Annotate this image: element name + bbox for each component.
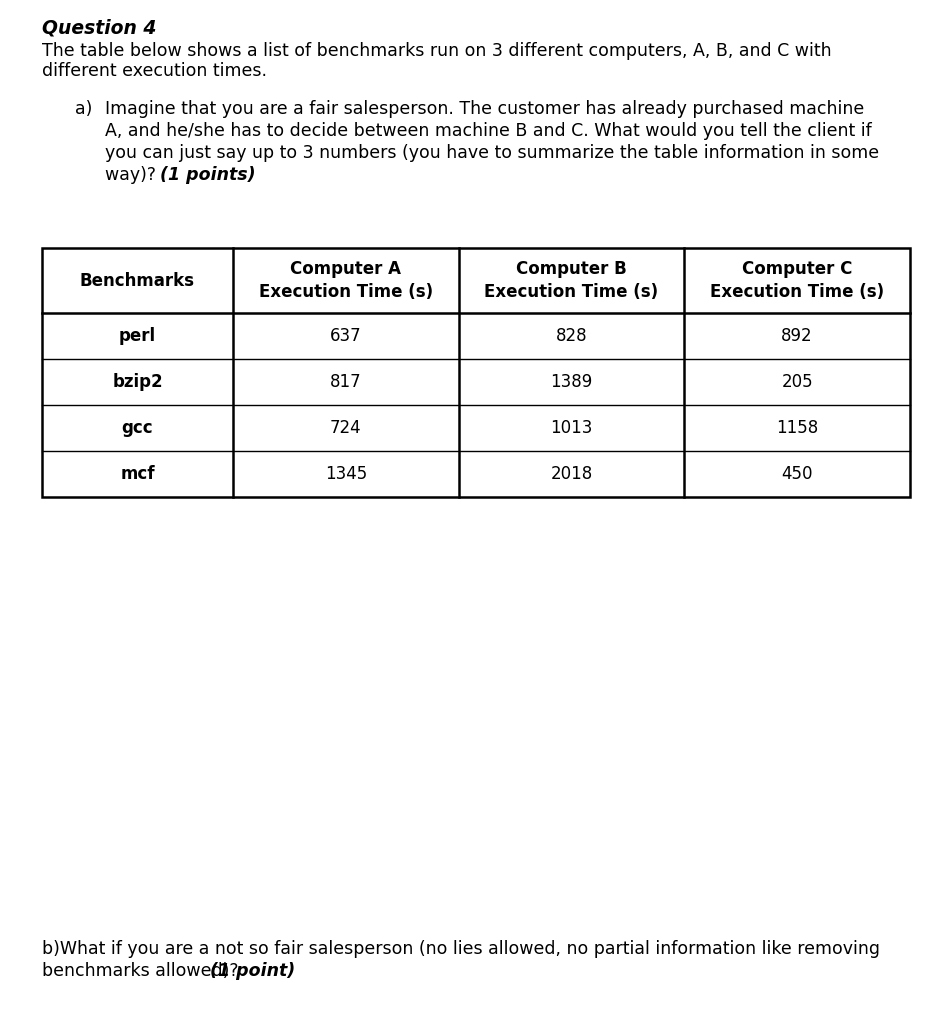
Text: A, and he/she has to decide between machine B and C. What would you tell the cli: A, and he/she has to decide between mach… (105, 122, 871, 140)
Text: different execution times.: different execution times. (42, 62, 267, 80)
Text: 637: 637 (330, 327, 362, 345)
Text: Computer C
Execution Time (s): Computer C Execution Time (s) (710, 260, 884, 301)
Text: mcf: mcf (120, 465, 155, 483)
Text: 892: 892 (781, 327, 813, 345)
Text: 828: 828 (556, 327, 587, 345)
Text: 817: 817 (330, 373, 362, 391)
Text: a): a) (75, 100, 92, 118)
Text: benchmarks allowed)?: benchmarks allowed)? (42, 962, 244, 980)
Text: 205: 205 (781, 373, 813, 391)
Text: bzip2: bzip2 (112, 373, 162, 391)
Text: Imagine that you are a fair salesperson. The customer has already purchased mach: Imagine that you are a fair salesperson.… (105, 100, 864, 118)
Text: b)What if you are a not so fair salesperson (no lies allowed, no partial informa: b)What if you are a not so fair salesper… (42, 940, 880, 958)
Text: (1 point): (1 point) (210, 962, 295, 980)
Text: 724: 724 (330, 419, 362, 437)
Text: way)?: way)? (105, 166, 161, 184)
Text: Computer B
Execution Time (s): Computer B Execution Time (s) (484, 260, 659, 301)
Text: 1013: 1013 (550, 419, 592, 437)
Text: (1 points): (1 points) (160, 166, 256, 184)
Text: 1389: 1389 (550, 373, 592, 391)
Text: Benchmarks: Benchmarks (80, 271, 195, 290)
Text: 2018: 2018 (550, 465, 592, 483)
Text: The table below shows a list of benchmarks run on 3 different computers, A, B, a: The table below shows a list of benchmar… (42, 42, 831, 60)
Text: 1158: 1158 (776, 419, 818, 437)
Text: 1345: 1345 (325, 465, 367, 483)
Text: you can just say up to 3 numbers (you have to summarize the table information in: you can just say up to 3 numbers (you ha… (105, 144, 879, 162)
Text: 450: 450 (782, 465, 813, 483)
Bar (42, 248, 910, 497)
Text: Computer A
Execution Time (s): Computer A Execution Time (s) (258, 260, 433, 301)
Text: gcc: gcc (121, 419, 153, 437)
Text: perl: perl (118, 327, 156, 345)
Text: Question 4: Question 4 (42, 18, 157, 37)
